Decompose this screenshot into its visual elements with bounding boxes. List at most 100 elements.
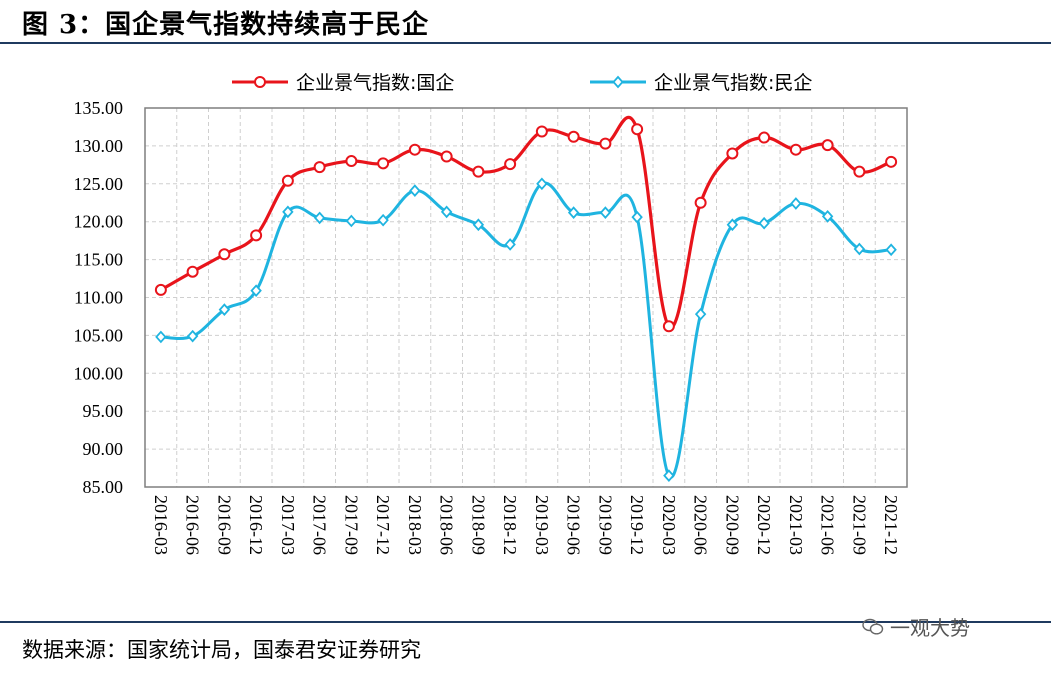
data-point-diamond <box>536 177 548 191</box>
x-axis-ticks: 2016-03 2016-06 2016-09 2016-12 2017-03 2017-… <box>151 495 901 555</box>
x-tick-label: 2016-12 <box>246 495 266 555</box>
y-tick-label: 130.00 <box>74 136 124 156</box>
data-point-diamond <box>758 216 770 230</box>
x-tick-label: 2021-12 <box>881 495 901 555</box>
data-point-diamond <box>377 213 389 227</box>
x-tick-label: 2018-06 <box>437 495 457 555</box>
data-point-diamond <box>726 218 739 232</box>
data-point-diamond <box>790 197 802 210</box>
chart-gridlines <box>145 107 907 488</box>
x-tick-label: 2019-12 <box>627 495 647 555</box>
data-point-diamond <box>218 303 231 316</box>
data-point-circle <box>345 155 358 168</box>
data-point-circle <box>631 123 644 136</box>
y-tick-label: 135.00 <box>74 98 124 118</box>
series-state-owned <box>154 115 898 333</box>
x-tick-label: 2017-12 <box>373 495 393 555</box>
data-point-diamond <box>409 184 421 197</box>
figure-title: 图 3：国企景气指数持续高于民企 <box>22 10 430 40</box>
x-tick-label: 2017-06 <box>310 495 330 555</box>
data-point-diamond <box>345 214 358 228</box>
data-point-circle <box>408 143 421 156</box>
data-point-diamond <box>853 242 866 256</box>
x-tick-label: 2017-09 <box>341 495 361 555</box>
legend-marker <box>612 75 624 89</box>
x-tick-label: 2020-12 <box>754 495 774 555</box>
data-point-diamond <box>155 330 167 344</box>
y-tick-label: 95.00 <box>83 401 124 421</box>
data-point-circle <box>472 165 485 178</box>
x-tick-label: 2016-06 <box>183 495 203 555</box>
data-point-diamond <box>821 210 834 223</box>
data-point-circle <box>853 165 866 178</box>
y-tick-label: 85.00 <box>83 477 124 497</box>
x-tick-label: 2021-03 <box>786 495 806 555</box>
x-tick-label: 2021-06 <box>818 495 838 555</box>
data-point-circle <box>313 161 326 174</box>
data-point-circle <box>281 174 294 187</box>
data-point-circle <box>821 139 834 152</box>
x-tick-label: 2020-09 <box>722 495 742 555</box>
series-private <box>155 177 897 482</box>
source-note: 数据来源：国家统计局，国泰君安证券研究 <box>22 638 421 662</box>
x-tick-label: 2016-09 <box>214 495 234 555</box>
data-point-circle <box>250 229 263 242</box>
data-point-diamond <box>282 205 294 219</box>
data-point-diamond <box>472 218 485 232</box>
legend-label: 企业景气指数:国企 <box>296 72 454 94</box>
data-point-circle <box>186 265 199 278</box>
data-point-diamond <box>631 210 643 224</box>
x-tick-label: 2018-09 <box>468 495 488 555</box>
data-point-circle <box>377 157 390 170</box>
data-point-circle <box>789 143 802 156</box>
x-tick-label: 2019-03 <box>532 495 552 555</box>
data-point-diamond <box>250 284 262 298</box>
line-chart: 85.00 90.00 95.00 100.00 105.00 110.00 115.00 1… <box>74 72 908 555</box>
x-tick-label: 2019-09 <box>595 495 615 555</box>
data-point-diamond <box>504 238 516 251</box>
data-point-circle <box>154 283 167 296</box>
x-tick-label: 2018-12 <box>500 495 520 555</box>
y-tick-label: 100.00 <box>74 363 124 383</box>
data-point-diamond <box>567 206 580 219</box>
data-point-circle <box>885 155 898 168</box>
series-layer <box>154 115 898 482</box>
x-tick-label: 2020-06 <box>691 495 711 555</box>
y-tick-label: 125.00 <box>74 174 124 194</box>
data-point-diamond <box>885 243 897 257</box>
data-point-circle <box>599 137 612 150</box>
x-tick-label: 2021-09 <box>849 495 869 555</box>
watermark: 一观大势 <box>862 612 970 641</box>
legend-marker <box>254 76 266 88</box>
wechat-icon <box>862 618 884 635</box>
y-tick-label: 90.00 <box>83 439 124 459</box>
data-point-circle <box>758 131 771 144</box>
data-point-circle <box>567 130 580 143</box>
legend-label: 企业景气指数:民企 <box>654 72 812 94</box>
data-point-circle <box>218 248 231 261</box>
y-tick-label: 105.00 <box>74 325 124 345</box>
data-point-circle <box>726 147 739 160</box>
data-point-diamond <box>599 206 612 219</box>
data-point-circle <box>694 196 707 209</box>
watermark-text: 一观大势 <box>890 616 970 640</box>
y-tick-label: 120.00 <box>74 212 124 232</box>
y-axis-ticks: 85.00 90.00 95.00 100.00 105.00 110.00 115.00 1… <box>74 98 124 497</box>
legend: 企业景气指数:国企 企业景气指数:民企 <box>232 72 812 94</box>
data-point-circle <box>504 158 517 171</box>
data-point-diamond <box>186 329 199 343</box>
y-tick-label: 110.00 <box>74 288 123 308</box>
data-point-circle <box>440 150 453 163</box>
data-point-circle <box>535 125 548 138</box>
data-point-diamond <box>663 469 675 482</box>
x-tick-label: 2016-03 <box>151 495 171 555</box>
x-tick-label: 2017-03 <box>278 495 298 555</box>
x-tick-label: 2018-03 <box>405 495 425 555</box>
data-point-circle <box>662 320 675 333</box>
data-point-diamond <box>694 307 707 321</box>
data-point-diamond <box>313 211 326 225</box>
top-divider <box>0 42 1051 44</box>
x-tick-label: 2019-06 <box>564 495 584 555</box>
data-point-diamond <box>440 205 453 219</box>
x-tick-label: 2020-03 <box>659 495 679 555</box>
